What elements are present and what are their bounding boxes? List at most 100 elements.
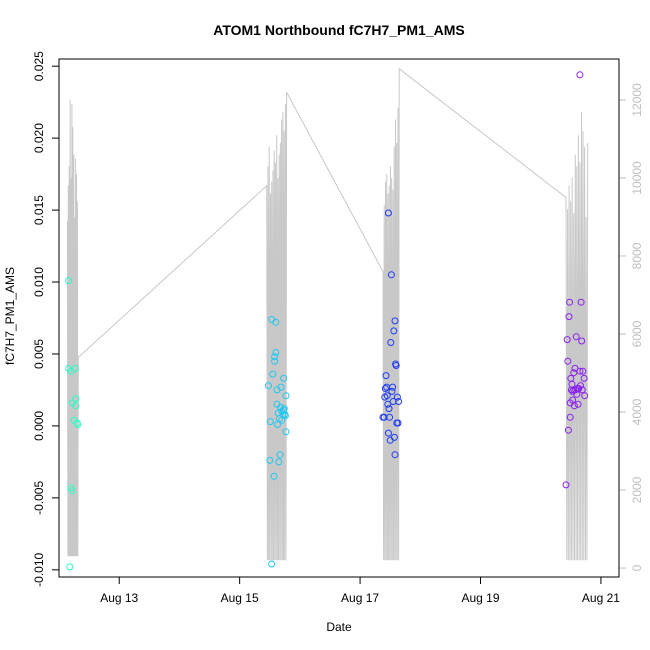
data-point	[572, 333, 580, 341]
series-2	[265, 315, 290, 568]
x-tick-label: Aug 13	[100, 591, 138, 605]
data-point	[388, 387, 396, 395]
data-point	[577, 382, 584, 390]
y-tick-label: 0.015	[32, 195, 46, 225]
data-point	[384, 400, 392, 408]
data-point	[395, 398, 403, 405]
data-point	[281, 412, 289, 420]
data-point	[384, 209, 392, 217]
data-point	[577, 298, 585, 306]
x-tick-label: Aug 21	[582, 591, 620, 605]
data-point	[391, 451, 399, 459]
data-point	[562, 481, 570, 489]
series-4	[562, 71, 589, 489]
data-point	[265, 382, 272, 390]
y2-tick-label: 6000	[630, 320, 644, 347]
altitude-line	[66, 67, 589, 561]
data-point	[282, 428, 290, 436]
data-point	[564, 357, 572, 365]
x-tick-label: Aug 19	[461, 591, 499, 605]
y2-tick-label: 12000	[630, 83, 644, 117]
data-point	[272, 349, 280, 356]
data-point	[387, 271, 395, 279]
data-point	[272, 318, 280, 326]
data-point	[576, 367, 584, 375]
data-point	[389, 383, 397, 391]
y2-tick-label: 10000	[630, 161, 644, 195]
y-tick-label: 0.025	[32, 51, 46, 81]
data-point	[570, 402, 578, 410]
data-point	[275, 458, 283, 466]
data-point	[390, 327, 398, 335]
data-point	[574, 400, 582, 408]
data-point	[386, 413, 394, 421]
data-point	[566, 413, 574, 421]
data-point	[66, 563, 74, 571]
data-point	[579, 367, 587, 375]
y-axis-label: fC7H7_PM1_AMS	[3, 267, 17, 365]
chart-title: ATOM1 Northbound fC7H7_PM1_AMS	[213, 22, 465, 38]
y-tick-label: 0.005	[32, 339, 46, 369]
y-tick-label: 0.010	[32, 267, 46, 297]
data-point	[581, 392, 589, 400]
data-point	[382, 372, 390, 380]
data-point	[271, 357, 279, 365]
data-point	[270, 472, 278, 480]
data-point	[276, 451, 284, 459]
y2-tick-label: 0	[630, 564, 644, 571]
data-point	[268, 560, 276, 568]
y-tick-label: 0.020	[32, 123, 46, 153]
x-tick-label: Aug 17	[341, 591, 379, 605]
data-point	[387, 339, 395, 346]
data-point	[385, 405, 393, 413]
data-point	[580, 374, 588, 382]
data-point	[74, 421, 82, 428]
data-point	[569, 387, 577, 395]
data-point	[390, 433, 398, 441]
altitude-line-layer	[66, 67, 589, 561]
y-tick-label: 0.000	[32, 411, 46, 441]
data-point	[563, 336, 571, 344]
data-point	[393, 393, 401, 401]
data-point	[381, 393, 389, 401]
data-point	[576, 71, 584, 79]
data-point	[381, 385, 389, 392]
data-point	[266, 456, 274, 464]
data-point	[565, 313, 573, 321]
x-tick-label: Aug 15	[221, 591, 259, 605]
data-point	[277, 383, 285, 391]
y-tick-label: -0.010	[32, 552, 46, 586]
y2-tick-label: 8000	[630, 242, 644, 269]
y-tick-label: -0.005	[32, 481, 46, 515]
data-point	[394, 419, 402, 427]
data-point	[578, 337, 586, 345]
data-point	[65, 277, 73, 285]
data-point	[280, 405, 288, 413]
data-point	[392, 362, 400, 369]
data-point	[271, 353, 279, 361]
y2-tick-label: 4000	[630, 398, 644, 425]
x-axis-label: Date	[326, 620, 352, 634]
data-point	[564, 426, 572, 434]
series-3	[379, 209, 403, 459]
data-point	[389, 398, 397, 405]
data-point	[274, 421, 282, 428]
series-1	[65, 277, 82, 571]
y2-tick-label: 2000	[630, 476, 644, 503]
data-point	[71, 364, 79, 372]
data-point	[72, 402, 80, 410]
data-point	[280, 374, 288, 382]
data-point	[566, 298, 574, 306]
data-point	[68, 487, 76, 495]
data-point	[266, 418, 274, 426]
plot-frame	[58, 58, 620, 578]
data-point	[380, 413, 388, 421]
data-point	[269, 370, 277, 378]
data-point	[72, 395, 80, 403]
data-point	[391, 317, 399, 325]
data-point	[384, 429, 392, 437]
data-point	[578, 386, 586, 394]
data-point	[282, 392, 290, 400]
